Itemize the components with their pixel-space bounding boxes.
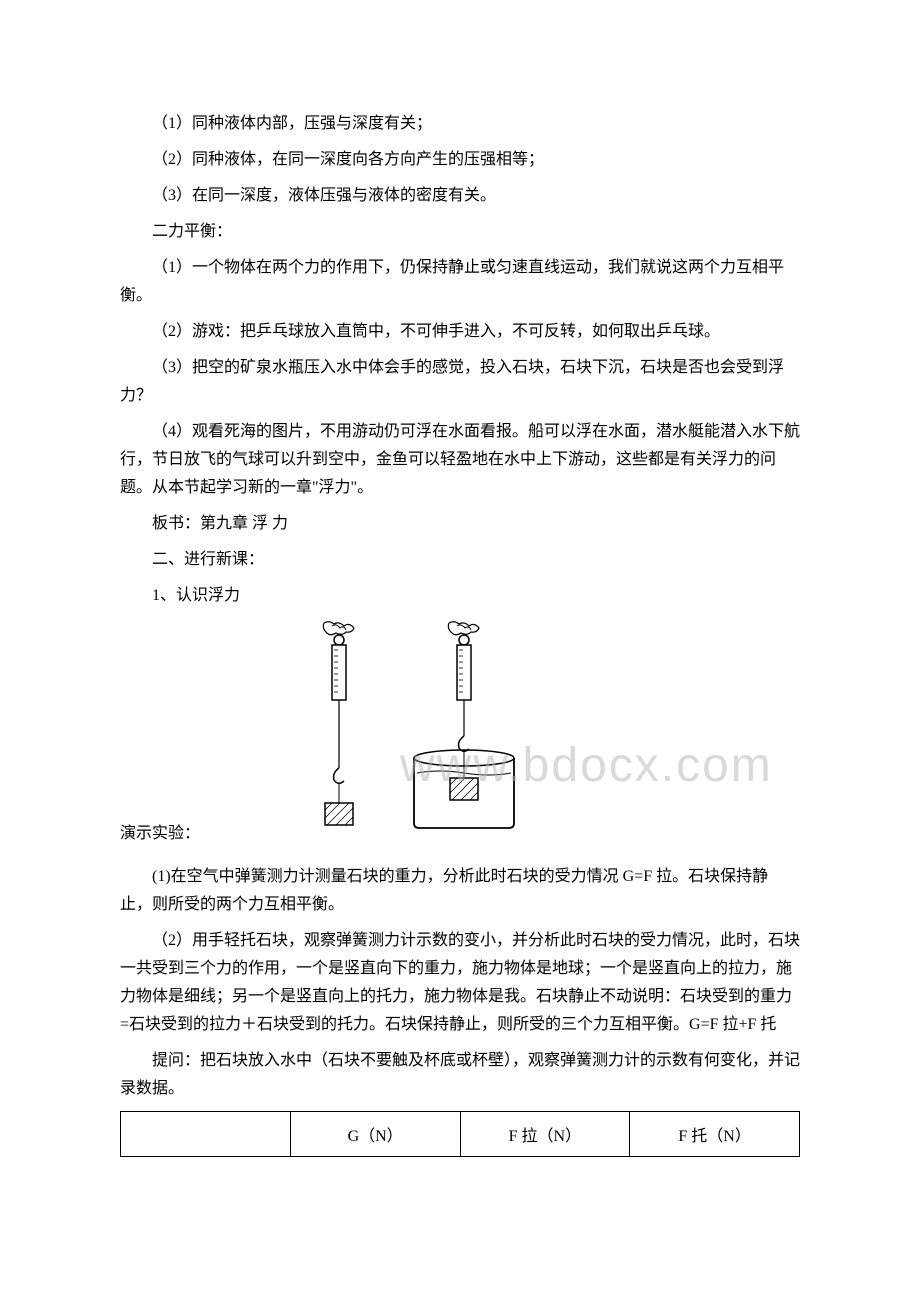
para-recognize: 1、认识浮力 xyxy=(120,582,800,610)
para-exp-1: (1)在空气中弹簧测力计测量石块的重力，分析此时石块的受力情况 G=F 拉。石块… xyxy=(120,863,800,919)
experiment-row: 演示实验： xyxy=(120,618,800,843)
para-board: 板书：第九章 浮 力 xyxy=(120,510,800,538)
para-game: （2）游戏：把乒乓球放入直筒中，不可伸手进入，不可反转，如何取出乒乓球。 xyxy=(120,318,800,346)
left-apparatus xyxy=(323,622,354,825)
para-liquid-2: （2）同种液体，在同一深度向各方向产生的压强相等； xyxy=(120,146,800,174)
physics-diagram-svg xyxy=(274,618,554,838)
para-section-2: 二、进行新课： xyxy=(120,546,800,574)
table-cell-fpull: F 拉（N） xyxy=(460,1112,630,1157)
para-balance-title: 二力平衡： xyxy=(120,218,800,246)
experiment-label: 演示实验： xyxy=(120,819,200,843)
para-deadsea: （4）观看死海的图片，不用游动仍可浮在水面看报。船可以浮在水面，潜水艇能潜入水下… xyxy=(120,418,800,502)
table-cell-fsupport: F 托（N） xyxy=(630,1112,800,1157)
para-bottle: （3）把空的矿泉水瓶压入水中体会手的感觉，投入石块，石块下沉，石块是否也会受到浮… xyxy=(120,354,800,410)
para-exp-2: （2）用手轻托石块，观察弹簧测力计示数的变小，并分析此时石块的受力情况，此时，石… xyxy=(120,927,800,1039)
document-body: www.bdocx.com （1）同种液体内部，压强与深度有关； （2）同种液体… xyxy=(120,110,800,1157)
para-liquid-1: （1）同种液体内部，压强与深度有关； xyxy=(120,110,800,138)
para-balance-1: （1）一个物体在两个力的作用下，仍保持静止或匀速直线运动，我们就说这两个力互相平… xyxy=(120,254,800,310)
para-question: 提问：把石块放入水中（石块不要触及杯底或杯壁），观察弹簧测力计的示数有何变化，并… xyxy=(120,1047,800,1103)
table-cell-g: G（N） xyxy=(290,1112,460,1157)
data-table: G（N） F 拉（N） F 托（N） xyxy=(120,1111,800,1157)
right-apparatus xyxy=(414,622,514,828)
table-row: G（N） F 拉（N） F 托（N） xyxy=(121,1112,800,1157)
para-liquid-3: （3）在同一深度，液体压强与液体的密度有关。 xyxy=(120,182,800,210)
table-cell-empty xyxy=(121,1112,291,1157)
spring-scale-diagram xyxy=(274,618,554,843)
